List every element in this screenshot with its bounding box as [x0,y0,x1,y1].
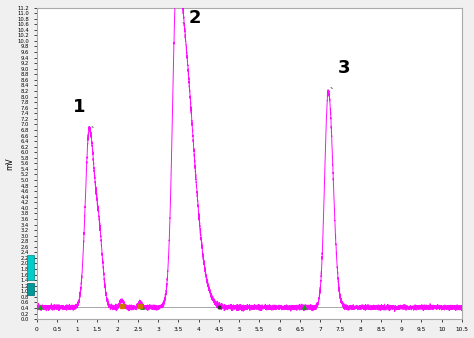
Y-axis label: mV: mV [6,157,15,170]
Text: τ₃: τ₃ [330,86,334,90]
Text: τ₁: τ₁ [91,125,95,128]
Text: 2: 2 [188,9,201,27]
Bar [27,255,34,280]
Text: 1: 1 [73,98,85,116]
Bar [27,283,34,295]
Text: τ₂: τ₂ [182,22,186,25]
Text: 3: 3 [338,59,351,77]
